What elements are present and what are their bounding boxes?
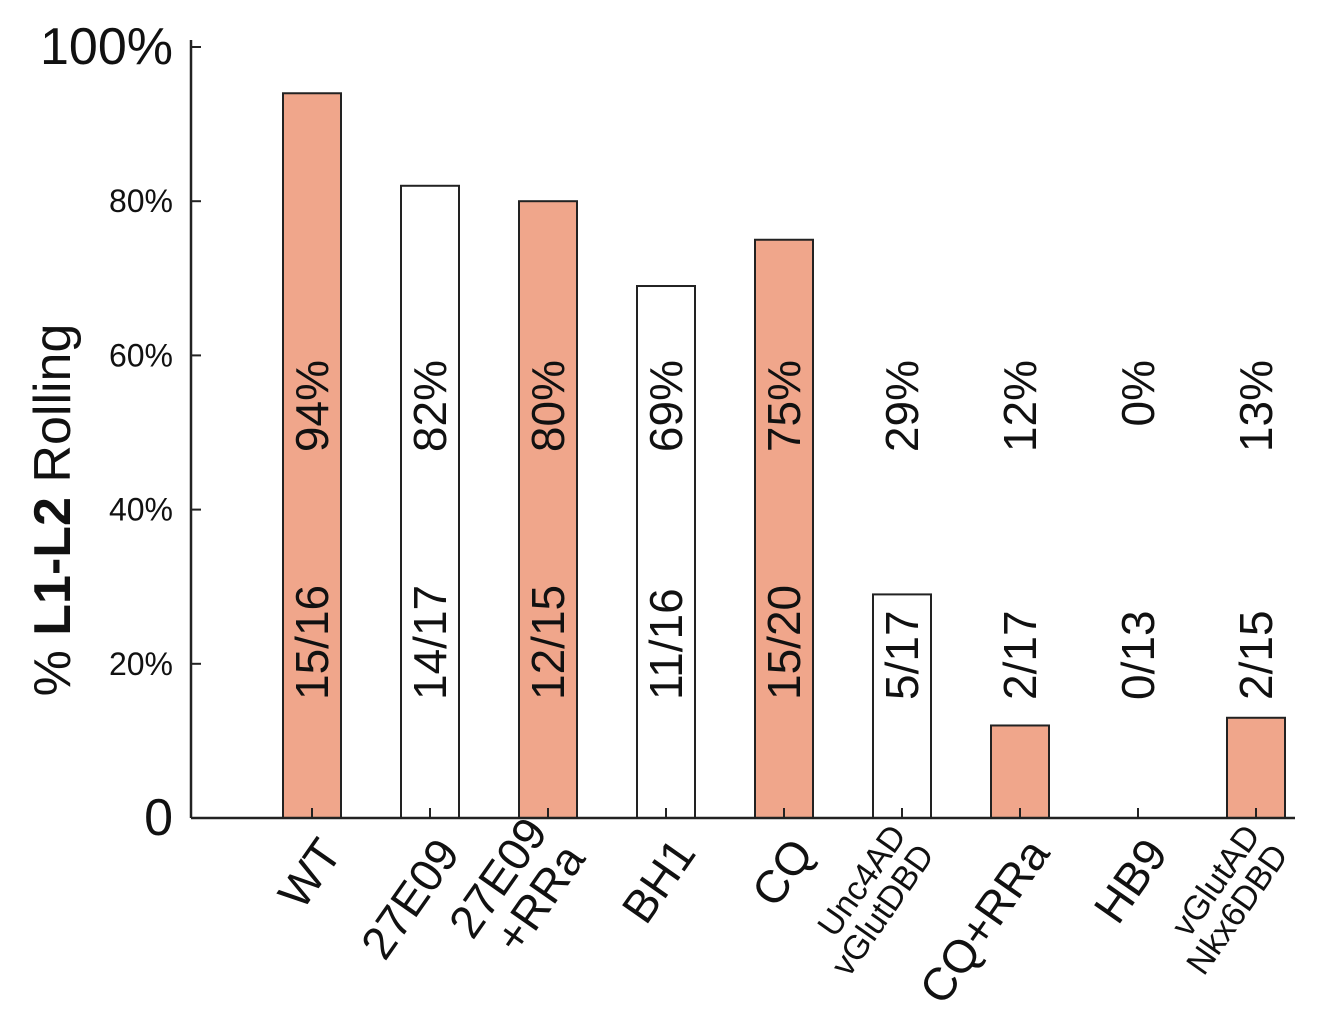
x-tick-label-line: BH1 (611, 829, 705, 932)
bar-fraction-label: 11/16 (640, 588, 692, 700)
bar-fraction-label: 0/13 (1112, 610, 1164, 700)
bar-fraction-label: 14/17 (404, 585, 456, 700)
bar-fraction-label: 5/17 (876, 610, 928, 700)
bar-percent-label: 12% (994, 360, 1046, 452)
x-tick-label: WT (268, 829, 352, 917)
bar-fraction-label: 2/15 (1230, 610, 1282, 700)
bar (400, 184, 460, 819)
y-tick-label: 60% (109, 337, 173, 373)
bar-percent-label: 94% (286, 360, 338, 452)
x-tick-label-line: WT (268, 829, 352, 917)
bar-fraction-label: 15/20 (758, 585, 810, 700)
bar (636, 285, 696, 819)
y-tick-label: 40% (109, 492, 173, 528)
bar-percent-label: 69% (640, 360, 692, 452)
bars: 15/16 94% 14/17 82% 12/15 80% 11/16 69% 15/20 75%… (282, 92, 1286, 820)
bar (754, 238, 814, 819)
bar (1226, 716, 1286, 820)
y-axis-title-suffix: Rolling (24, 324, 82, 497)
y-axis-title-bold: L1-L2 (24, 497, 82, 636)
y-tick-label: 20% (109, 646, 173, 682)
bar-fraction-label: 15/16 (286, 585, 338, 700)
y-axis-title: % L1-L2 Rolling (24, 324, 82, 697)
y-axis: 0 20% 40% 60% 80% 100% (40, 18, 201, 847)
bar-percent-label: 29% (876, 360, 928, 452)
bar (990, 724, 1050, 819)
bar-percent-label: 13% (1230, 360, 1282, 452)
x-tick-label: 27E09+RRa (438, 808, 595, 962)
bar-fraction-label: 12/15 (522, 585, 574, 700)
bar-percent-label: 0% (1112, 360, 1164, 426)
y-axis-title-prefix: % (24, 636, 82, 697)
y-tick-label: 0 (144, 789, 173, 847)
y-tick-label: 100% (40, 18, 173, 76)
bar-percent-label: 80% (522, 360, 574, 452)
x-tick-label: CQ (741, 829, 823, 915)
y-tick-label: 80% (109, 183, 173, 219)
bar-percent-label: 75% (758, 360, 810, 452)
x-tick-label-line: HB9 (1083, 829, 1177, 932)
bar (518, 200, 578, 819)
x-tick-label: BH1 (611, 829, 705, 932)
bar-percent-label: 82% (404, 360, 456, 452)
x-tick-label-line: CQ (741, 829, 823, 915)
x-tick-label: HB9 (1083, 829, 1177, 932)
bar-fraction-label: 2/17 (994, 610, 1046, 700)
bar (282, 92, 342, 819)
